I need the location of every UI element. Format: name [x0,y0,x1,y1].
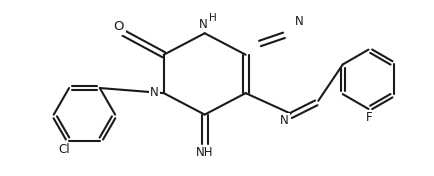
Text: NH: NH [195,146,213,159]
Text: Cl: Cl [58,143,69,156]
Text: N: N [150,86,158,99]
Text: N: N [279,114,288,127]
Text: N: N [294,15,303,28]
Text: O: O [113,20,124,33]
Text: F: F [365,111,372,124]
Text: H: H [209,13,216,23]
Text: N: N [198,18,207,30]
